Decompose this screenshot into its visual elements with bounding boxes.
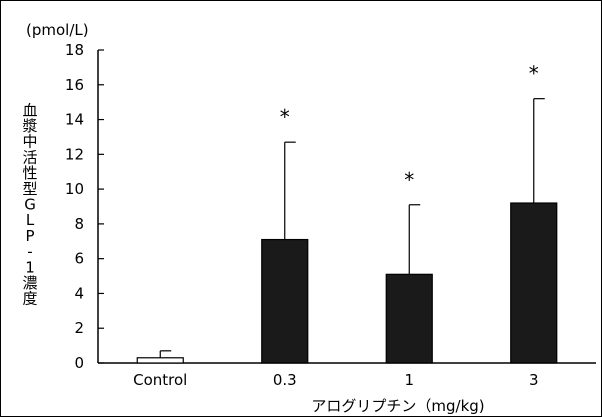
bars: * * * — [136, 62, 558, 364]
bar-0 — [136, 357, 184, 364]
y-unit-label: (pmol/L) — [26, 21, 89, 39]
x-tick-label-3: 3 — [529, 371, 539, 389]
y-tick-label: 16 — [65, 76, 84, 94]
x-axis-label: アログリプチン（mg/kg) — [311, 397, 484, 415]
y-tick-label: 8 — [74, 215, 84, 233]
axes: 0 2 4 6 8 10 12 14 16 18 Control 0.3 1 3 — [65, 41, 596, 389]
bar-1 — [261, 238, 309, 364]
significance-mark-3: * — [529, 62, 539, 86]
y-tick-label: 12 — [65, 145, 84, 163]
y-tick-label: 10 — [65, 180, 84, 198]
y-tick-label: 14 — [65, 111, 84, 129]
y-tick-label: 2 — [74, 319, 84, 337]
significance-mark-1: * — [280, 105, 290, 129]
bar-3 — [510, 202, 558, 364]
x-tick-label-0: Control — [133, 371, 187, 389]
y-tick-label: 4 — [74, 284, 84, 302]
x-tick-label-1: 0.3 — [273, 371, 297, 389]
y-tick-label: 0 — [74, 354, 84, 372]
significance-mark-2: * — [404, 168, 414, 192]
x-tick-label-2: 1 — [404, 371, 414, 389]
y-tick-label: 6 — [74, 250, 84, 268]
bar-2 — [385, 273, 433, 364]
y-axis-label: 血漿中活性型 G L P -1 濃度 — [22, 101, 37, 307]
y-tick-label: 18 — [65, 41, 84, 59]
